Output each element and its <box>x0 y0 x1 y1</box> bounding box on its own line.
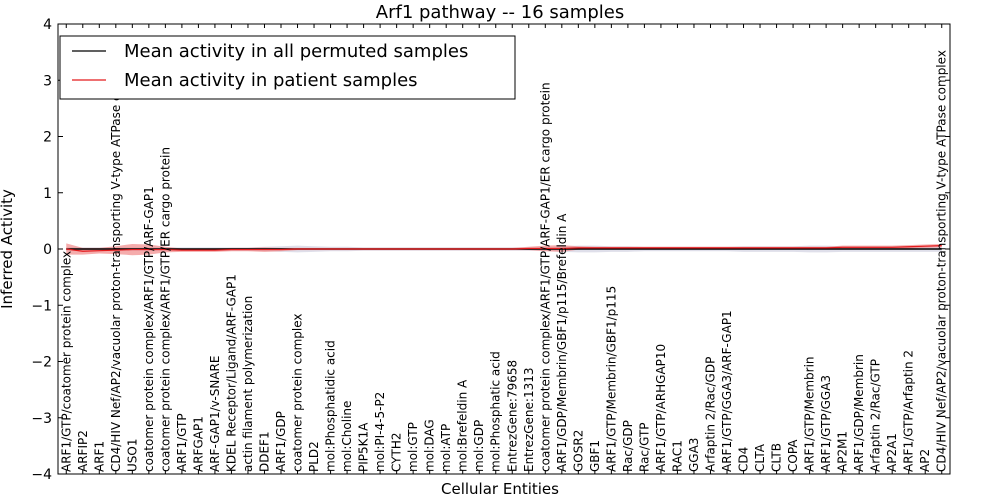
x-tick-label: Arfaptin 2/Rac/GTP <box>869 359 883 472</box>
x-tick-label: KDEL Receptor/Ligand/ARF-GAP1 <box>224 274 238 472</box>
legend-box <box>59 35 516 100</box>
y-tick-label: 4 <box>43 17 52 33</box>
x-tick-label: CD4/HIV Nef/AP2/vacuolar proton-transpor… <box>935 50 949 472</box>
y-tick-label: −4 <box>31 467 52 483</box>
x-tick-label: EntrezGene:79658 <box>505 360 519 472</box>
x-tick-label: ARFIP2 <box>76 430 90 472</box>
x-tick-label: Rac/GTP <box>637 422 651 472</box>
x-tick-label: ARF1/GTP <box>175 413 189 472</box>
x-tick-label: CLTA <box>753 443 767 472</box>
x-tick-label: CD4 <box>737 447 751 472</box>
legend-entry-1: Mean activity in patient samples <box>124 70 418 91</box>
x-tick-label: PIP5K1A <box>357 422 371 472</box>
x-axis-label: Cellular Entities <box>441 480 559 498</box>
x-tick-label: USO1 <box>125 439 139 472</box>
x-tick-label: mol:PI-4-5-P2 <box>373 392 387 472</box>
x-tick-label: AP2 <box>918 449 932 472</box>
x-tick-label: GOSR2 <box>571 430 585 472</box>
x-tick-label: coatomer protein complex/ARF1/GTP/ER car… <box>158 147 172 472</box>
x-tick-label: ARF1/GTP/GGA3/ARF-GAP1 <box>720 310 734 472</box>
y-tick-label: −1 <box>31 298 52 314</box>
x-tick-label: mol:Phosphatic acid <box>489 351 503 472</box>
x-tick-label: EntrezGene:1313 <box>522 368 536 473</box>
x-tick-label: ARF1/GDP/Membrin/GBF1/p115/Brefeldin A <box>555 213 569 472</box>
y-tick-label: −2 <box>31 355 52 371</box>
x-tick-label: mol:Phosphatidic acid <box>324 340 338 472</box>
y-tick-label: 3 <box>43 73 52 89</box>
x-tick-label: ARF1/GTP/Arfaptin 2 <box>902 350 916 472</box>
y-tick-label: 2 <box>43 130 52 146</box>
x-tick-label: CLTB <box>770 443 784 472</box>
x-tick-label: AP2A1 <box>885 433 899 472</box>
x-tick-label: Arfaptin 2/Rac/GDP <box>703 357 717 472</box>
y-tick-label: −3 <box>31 411 52 427</box>
x-tick-label: ARF1/GTP/coatomer protein complex <box>59 251 73 472</box>
x-tick-label: coatomer protein complex/ARF1/GTP/ARF-GA… <box>538 82 552 472</box>
x-tick-label: coatomer protein complex/ARF1/GTP/ARF-GA… <box>142 186 156 472</box>
y-tick-label: 0 <box>43 242 52 258</box>
x-tick-label: ARF1 <box>92 441 106 472</box>
x-tick-label: ARF1/GDP/Membrin <box>852 354 866 472</box>
x-tick-label: CD4/HIV Nef/AP2/vacuolar proton-transpor… <box>109 50 123 472</box>
x-tick-label: AP2M1 <box>836 431 850 472</box>
x-tick-label: COPA <box>786 439 800 472</box>
x-tick-label: Rac/GDP <box>621 420 635 472</box>
y-tick-label: 1 <box>43 186 52 202</box>
x-tick-label: GGA3 <box>687 438 701 472</box>
legend-entry-0: Mean activity in all permuted samples <box>124 41 468 62</box>
x-tick-label: mol:Choline <box>340 401 354 472</box>
y-axis-label: Inferred Activity <box>0 189 16 309</box>
x-tick-label: mol:GDP <box>472 420 486 472</box>
x-tick-label: mol:GTP <box>406 422 420 472</box>
x-tick-label: ARF1/GTP/ARHGAP10 <box>654 344 668 472</box>
x-tick-label: DDEF1 <box>257 431 271 472</box>
legend: Mean activity in all permuted samples Mea… <box>59 35 516 100</box>
x-tick-label: ARF1/GTP/Membrin <box>803 356 817 472</box>
x-tick-label: ARF1/GTP/GGA3 <box>819 375 833 472</box>
x-tick-label: actin filament polymerization <box>241 296 255 472</box>
x-tick-label: ARF-GAP1/v-SNARE <box>208 356 222 472</box>
x-tick-label: ARF1/GDP <box>274 411 288 472</box>
x-tick-label: PLD2 <box>307 441 321 472</box>
x-tick-label: mol:DAG <box>423 419 437 472</box>
chart-title: Arf1 pathway -- 16 samples <box>376 2 624 23</box>
x-tick-label: mol:Brefeldin A <box>456 379 470 472</box>
x-tick-label: mol:ATP <box>439 424 453 472</box>
x-tick-label: GBF1 <box>588 440 602 472</box>
series-line-1 <box>66 245 942 252</box>
x-tick-label: RAC1 <box>670 440 684 472</box>
x-tick-label: CYTH2 <box>390 433 404 473</box>
x-tick-label: ARF1/GTP/Membrin/GBF1/p115 <box>604 286 618 472</box>
x-tick-label: coatomer protein complex <box>291 314 305 472</box>
x-tick-label: ARFGAP1 <box>191 416 205 472</box>
